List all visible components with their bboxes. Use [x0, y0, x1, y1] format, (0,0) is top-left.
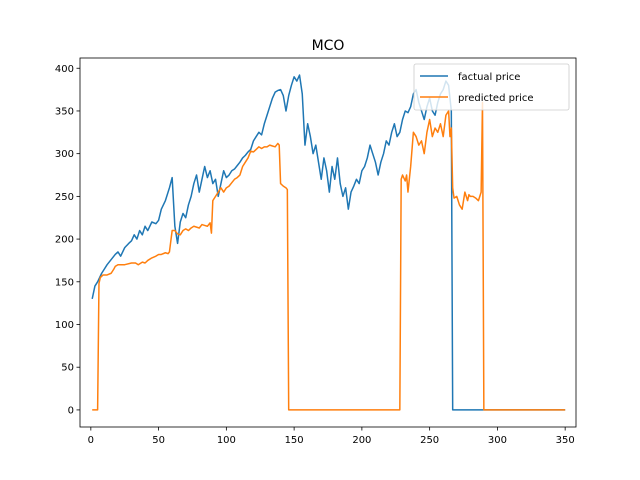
legend: factual price predicted price: [413, 63, 570, 111]
legend-label-1: factual price: [458, 72, 520, 83]
x-tick-label: 250: [420, 435, 439, 446]
y-tick-label: 400: [55, 64, 74, 75]
y-tick-label: 100: [55, 320, 74, 331]
y-tick-label: 200: [55, 235, 74, 246]
y-tick-label: 150: [55, 277, 74, 288]
x-tick-label: 0: [88, 435, 94, 446]
x-tick-label: 300: [488, 435, 507, 446]
legend-box: [413, 63, 570, 111]
y-tick-label: 50: [61, 363, 74, 374]
plot-frame: [79, 57, 577, 428]
x-tick-label: 200: [352, 435, 371, 446]
y-tick-label: 0: [68, 405, 74, 416]
y-tick-label: 250: [55, 192, 74, 203]
x-tick-label: 150: [285, 435, 304, 446]
x-axis: 0 50 100 150 200 250 300 350: [88, 427, 575, 446]
y-tick-label: 300: [55, 149, 74, 160]
x-tick-label: 100: [217, 435, 236, 446]
x-tick-label: 350: [556, 435, 575, 446]
y-tick-label: 350: [55, 106, 74, 117]
chart-title: MCO: [312, 38, 345, 54]
series-line-1: [91, 74, 566, 411]
legend-label-2: predicted price: [458, 93, 534, 104]
x-tick-label: 50: [152, 435, 165, 446]
series-line-2: [92, 101, 566, 411]
y-axis: 0 50 100 150 200 250 300 350 400: [55, 64, 80, 416]
series-layer: [91, 74, 566, 411]
